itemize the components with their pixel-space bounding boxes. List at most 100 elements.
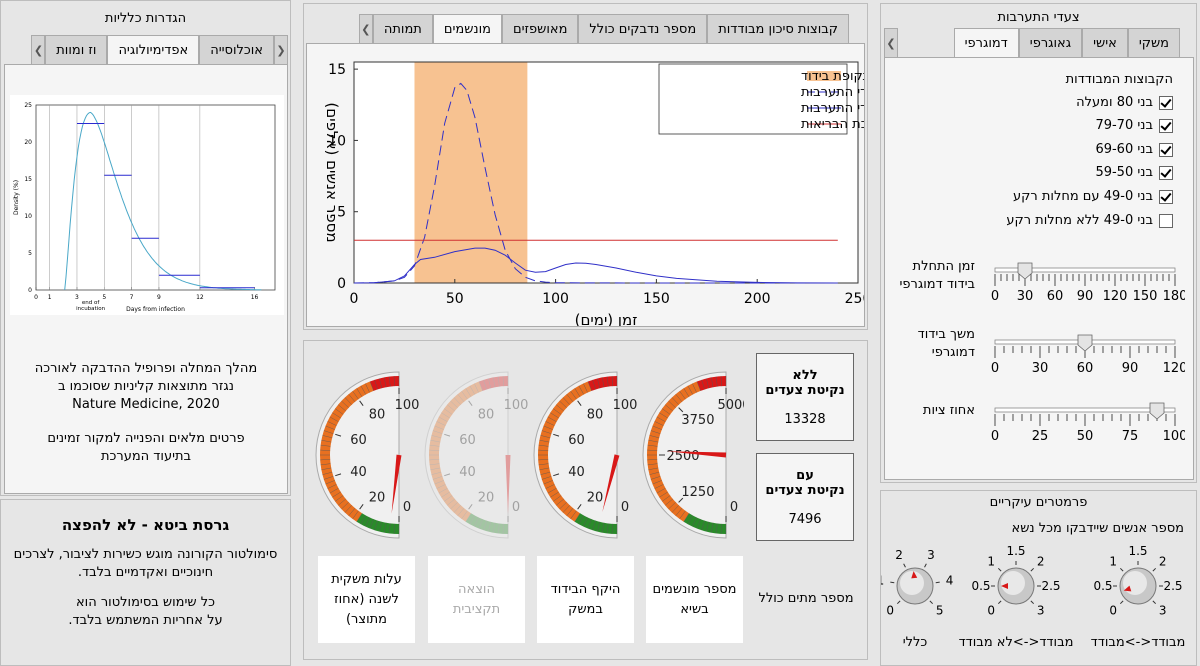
gauge-major-tick [359, 504, 364, 510]
gauge-tick [706, 378, 710, 389]
knob-highlight [900, 571, 924, 595]
tab-mortality[interactable]: וז ומוות [45, 35, 108, 65]
tab-demographic[interactable]: דמוגרפי [953, 28, 1019, 58]
checkbox-age-70-79[interactable]: בני 79-70 [1095, 118, 1173, 133]
gauge-tick [374, 379, 378, 390]
figure-ytick-label: 10 [24, 213, 32, 220]
gauge-tick-label: 80 [478, 408, 495, 423]
gauge-tick [438, 416, 448, 422]
gauge-tick [715, 523, 718, 534]
gauge-tick [348, 394, 356, 402]
gauge-tick [384, 377, 387, 388]
checkbox-box[interactable] [1159, 118, 1173, 133]
gauge-tick [701, 520, 705, 531]
knob-label: כללי [903, 635, 928, 650]
tab-deaths[interactable]: תמותה [372, 14, 433, 44]
tab-epidemiology[interactable]: אפדימיולוגיה [107, 35, 200, 65]
tab-geographic[interactable]: גאוגרפי [1018, 28, 1083, 58]
gauge-tick [562, 505, 570, 513]
tab-isolated-risk-groups[interactable]: קבוצות סיכון מבודדות [707, 14, 849, 44]
slider-compliance-label: אחוז ציות [895, 402, 975, 420]
disclaimer-panel: גרסת ביטא - לא להפצה סימולטור הקורונה מו… [0, 499, 291, 666]
gauge-tick [715, 376, 718, 387]
y-tick-label: 5 [337, 205, 346, 221]
tab-economic[interactable]: משקי [1127, 28, 1180, 58]
gauge-tick [469, 515, 475, 525]
figure-ylabel: Density (%) [13, 180, 20, 215]
gauge-tick [478, 519, 483, 529]
checkbox-label: בני 80 ומעלה [1076, 95, 1153, 110]
knob-tick-label: 2.5 [1163, 579, 1182, 593]
isolation-start-slider[interactable]: 0 30 60 90 120 150 180 [985, 258, 1185, 304]
checkbox-box[interactable] [1159, 189, 1173, 204]
label-line: לשנה (אחוז [334, 591, 399, 607]
description-line: נגזר מתוצאות קליניות שסוכמו ב [57, 379, 234, 394]
gauge-tick [321, 467, 332, 470]
tab-personal[interactable]: אישי [1082, 28, 1128, 58]
gauge-tick [360, 385, 366, 395]
gauge-face [424, 371, 509, 539]
chart-tab-scroll-left-icon[interactable]: ❮ [358, 14, 373, 44]
gauge-tick-label: 20 [369, 490, 386, 505]
gauge-tick-label: 60 [568, 433, 585, 448]
checkbox-age-50-59[interactable]: בני 59-50 [1095, 165, 1173, 180]
tab-scroll-left-icon[interactable]: ❮ [31, 35, 46, 65]
slider-tick-label: 100 [1163, 429, 1185, 444]
gauge-tick [329, 488, 339, 494]
no-intervention-line [353, 82, 838, 284]
tab-population[interactable]: אוכלוסייה [199, 35, 274, 65]
left-tabs: ❯ אוכלוסייה אפדימיולוגיה וז ומוות ❮ [4, 35, 288, 65]
gauge-tick [656, 416, 666, 422]
isolation-duration-slider[interactable]: 0 30 60 90 120 [985, 330, 1185, 376]
gauge-tick [323, 430, 334, 434]
gauge-tick [447, 404, 455, 412]
gauge-tick [659, 412, 668, 419]
gauge-major-tick [468, 504, 473, 510]
checkbox-age-0-49-without-conditions[interactable]: בני 49-0 ללא מחלות רקע [1006, 213, 1173, 228]
intervention-tab-scroll-left-icon[interactable]: ❮ [884, 28, 898, 58]
checkbox-box[interactable] [1159, 142, 1173, 157]
checkbox-age-0-49-with-conditions[interactable]: בני 49-0 עם מחלות רקע [1013, 189, 1173, 204]
gauge-tick [545, 484, 555, 489]
gauge-tick [441, 491, 450, 498]
gauge-tick [320, 449, 331, 451]
checkbox-box[interactable] [1159, 165, 1173, 180]
gauge-tick [430, 440, 441, 443]
knob-label: מבודד<->מבודד [1091, 635, 1186, 650]
tab-scroll-right-icon[interactable]: ❯ [274, 35, 288, 65]
compliance-slider[interactable]: 0 25 50 75 100 [985, 398, 1185, 444]
gauge-tick [488, 521, 492, 532]
gauge-tick [668, 400, 676, 408]
knob-tick-label: 4 [946, 574, 954, 588]
tab-ventilated[interactable]: מונשמים [432, 14, 502, 44]
slider-tick-label: 120 [1103, 289, 1128, 304]
gauge-red-band [696, 376, 726, 391]
gauge-tick [602, 522, 605, 533]
checkbox-label: בני 49-0 עם מחלות רקע [1013, 189, 1153, 204]
checkbox-box[interactable] [1159, 213, 1173, 228]
knob-tick [1119, 600, 1124, 605]
slider-tick-label: 30 [1032, 361, 1049, 376]
gauge-tick [570, 510, 577, 520]
checkbox-box[interactable] [1159, 95, 1173, 110]
label-line: היקף הבידוד [550, 581, 621, 597]
gauge-tick [436, 484, 446, 489]
gauge-tick-label: 2500 [666, 449, 699, 464]
gauge-tick [597, 521, 601, 532]
tab-hospitalized[interactable]: מאושפזים [501, 14, 579, 44]
gauge-tick [393, 376, 395, 387]
knob-tick [1152, 600, 1157, 605]
gauge-tick [438, 488, 448, 494]
label-line: במשק [568, 601, 603, 617]
gauge-tick [360, 515, 366, 525]
checkbox-age-60-69[interactable]: בני 69-60 [1095, 142, 1173, 157]
slider-tick-label: 30 [1017, 289, 1034, 304]
gauge-tick [649, 471, 660, 475]
main-params-panel: פרמטרים עיקריים מספר אנשים שיידבקו מכל נ… [880, 490, 1197, 666]
tab-total-infected[interactable]: מספר נדבקים כולל [578, 14, 708, 44]
gauge-tick-label: 80 [587, 408, 604, 423]
version-title: גרסת ביטא - לא להפצה [61, 516, 230, 534]
slider-label-line: בידוד דמוגרפי [899, 277, 975, 292]
gauge-tick [650, 476, 661, 480]
checkbox-age-80-plus[interactable]: בני 80 ומעלה [1076, 95, 1173, 110]
